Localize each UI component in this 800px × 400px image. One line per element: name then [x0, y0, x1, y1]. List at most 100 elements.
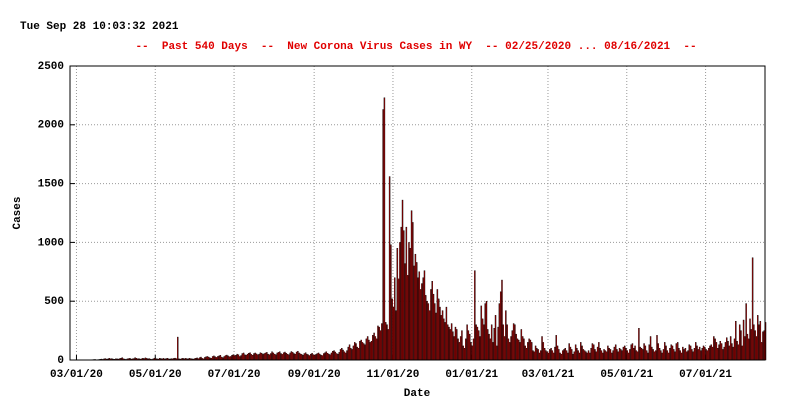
bar: [390, 244, 392, 361]
bar: [554, 346, 556, 361]
bar: [409, 248, 411, 361]
bar: [374, 336, 377, 361]
bar: [311, 352, 313, 361]
bar: [365, 338, 368, 361]
bar: [251, 355, 254, 361]
bar: [456, 329, 458, 361]
bar: [329, 354, 331, 361]
bar: [680, 352, 683, 361]
bar: [381, 323, 383, 361]
bar: [742, 319, 745, 361]
bar: [572, 353, 574, 361]
bar: [506, 324, 508, 361]
x-tick-label: 03/01/20: [50, 369, 103, 381]
bar: [583, 350, 586, 361]
bar: [530, 342, 533, 361]
bar: [266, 352, 268, 361]
bar: [604, 350, 607, 361]
bar: [654, 350, 657, 361]
bar: [509, 342, 511, 361]
bar: [737, 344, 740, 361]
bar: [693, 348, 696, 361]
bar: [587, 350, 590, 361]
bar: [241, 353, 244, 361]
bar: [410, 210, 413, 361]
y-tick-label: 1500: [38, 179, 64, 191]
bar: [591, 343, 594, 361]
bar: [301, 354, 303, 361]
bar: [363, 343, 365, 361]
bar: [227, 355, 229, 361]
bar: [669, 348, 671, 361]
bar: [514, 324, 516, 361]
bar: [585, 351, 587, 361]
bar: [605, 351, 608, 361]
bar: [682, 346, 684, 361]
bar: [360, 339, 362, 361]
bar: [465, 338, 467, 361]
bar: [284, 351, 286, 361]
bar: [594, 349, 596, 361]
bar: [678, 348, 680, 361]
bar: [244, 354, 246, 361]
bar: [647, 352, 649, 361]
bar: [312, 354, 315, 361]
bar: [580, 342, 582, 361]
bar: [549, 349, 551, 361]
bar: [698, 346, 701, 361]
bar: [533, 351, 535, 361]
bar: [354, 342, 356, 361]
bar: [440, 315, 442, 361]
bar: [347, 346, 349, 361]
bar: [375, 338, 378, 361]
bar: [434, 303, 436, 361]
bar: [322, 353, 325, 361]
bar: [497, 326, 499, 361]
bar: [667, 352, 670, 361]
bar: [291, 352, 294, 361]
y-tick-label: 1000: [38, 237, 64, 249]
bar: [749, 318, 751, 361]
bar: [599, 348, 601, 361]
bar: [728, 345, 731, 361]
bar: [339, 349, 342, 361]
bar: [463, 348, 466, 361]
bar: [476, 326, 479, 361]
bar: [289, 352, 291, 361]
bar: [483, 324, 485, 361]
bar: [211, 356, 214, 361]
bar: [403, 230, 405, 361]
bar: [361, 342, 364, 361]
bar: [320, 354, 322, 361]
bar: [352, 345, 355, 361]
bar: [750, 329, 753, 361]
bar: [524, 345, 526, 361]
bar: [263, 353, 266, 361]
bar: [350, 348, 352, 361]
bar: [551, 350, 554, 361]
bar: [346, 350, 348, 361]
bar: [444, 322, 446, 361]
bar: [492, 342, 494, 361]
bar: [706, 350, 709, 361]
bar: [616, 349, 618, 361]
bar: [665, 345, 667, 361]
bar: [426, 301, 428, 361]
bar: [700, 350, 702, 361]
y-tick-label: 2500: [38, 61, 64, 73]
bar: [422, 277, 424, 361]
bar: [377, 325, 379, 361]
bar: [223, 356, 225, 361]
bar: [382, 109, 384, 361]
bar: [264, 352, 267, 361]
bar: [689, 345, 692, 361]
bar: [740, 330, 742, 361]
bar: [457, 338, 459, 361]
bar: [607, 345, 609, 361]
bar: [341, 348, 343, 361]
bar: [408, 242, 410, 361]
bar: [705, 349, 707, 361]
bar: [643, 343, 645, 361]
bar: [596, 346, 599, 361]
